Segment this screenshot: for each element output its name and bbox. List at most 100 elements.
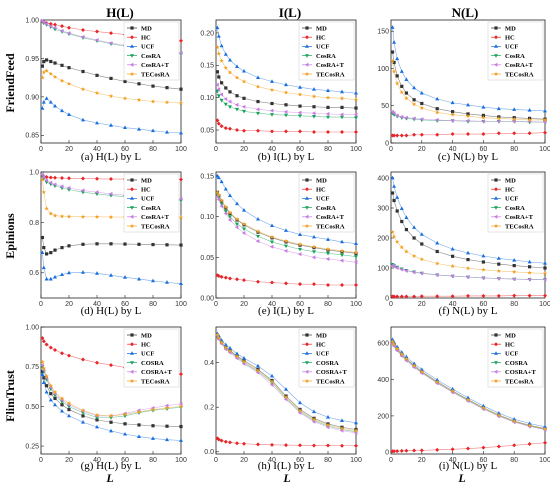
series-hc (215, 436, 358, 448)
data-point (270, 240, 274, 245)
data-point (269, 379, 275, 384)
data-point (165, 280, 169, 284)
legend-entry: UCF (316, 351, 329, 358)
data-point (151, 424, 155, 428)
data-point (353, 250, 359, 255)
data-point (481, 293, 486, 298)
data-point (497, 262, 501, 266)
data-point (419, 257, 424, 262)
legend: MD HC UCF CosRA CosRA+T TECosRA (123, 173, 180, 233)
legend-marker (305, 333, 309, 337)
data-point (41, 100, 46, 104)
legend-entry: HC (141, 35, 151, 42)
data-point (80, 214, 86, 219)
legend-marker (494, 351, 498, 355)
data-point (543, 440, 547, 445)
y-tick-label: 0.6 (29, 270, 39, 277)
data-point (284, 244, 288, 249)
data-point (542, 277, 547, 282)
legend-entry: HC (505, 342, 515, 349)
series-line (217, 84, 356, 115)
series-ucf (40, 96, 183, 135)
data-point (215, 89, 220, 94)
data-point (391, 264, 396, 269)
legend-marker (494, 342, 498, 347)
legend-box (298, 21, 355, 81)
legend-entry: MD (141, 177, 152, 184)
legend-entry: CosRA+T (316, 214, 345, 221)
data-point (435, 117, 439, 122)
data-point (178, 404, 184, 409)
data-point (137, 276, 141, 281)
data-point (234, 225, 239, 230)
data-point (164, 99, 170, 105)
series-md (40, 58, 183, 91)
data-point (390, 339, 395, 344)
legend-entry: HC (505, 35, 515, 42)
data-point (395, 209, 399, 213)
legend-entry: UCF (141, 44, 154, 51)
data-point (435, 107, 439, 111)
data-point (411, 363, 417, 368)
panel-caption: (h) I(L) by L (258, 460, 315, 472)
legend: MD HC UCF CosRA CosRA+T TECosRA (487, 173, 544, 233)
legend-marker (304, 62, 309, 67)
data-point (94, 214, 100, 219)
data-point (42, 246, 46, 250)
legend-marker (493, 369, 498, 374)
data-point (95, 271, 99, 275)
data-point (216, 87, 221, 92)
data-point (512, 264, 516, 268)
column-title-1: H(L) (106, 5, 133, 20)
legend-entry: CosRA (141, 205, 161, 212)
data-point (400, 219, 404, 224)
x-tick-label: 40 (93, 301, 101, 308)
legend-marker (130, 26, 134, 30)
data-point (215, 70, 219, 74)
legend-marker (305, 196, 309, 200)
data-point (435, 132, 440, 137)
x-tick-label: 60 (296, 301, 304, 308)
data-point (419, 448, 424, 453)
data-point (42, 376, 46, 380)
data-point (325, 422, 331, 427)
data-point (94, 37, 99, 42)
data-point (283, 109, 288, 114)
data-point (108, 413, 114, 418)
data-point (235, 201, 239, 206)
data-point (60, 176, 64, 181)
data-point (60, 408, 64, 413)
data-point (80, 86, 86, 92)
data-point (392, 294, 397, 299)
data-point (80, 188, 85, 193)
data-point (109, 31, 113, 36)
data-point (390, 25, 395, 29)
data-point (151, 278, 155, 283)
data-point (450, 447, 455, 452)
data-point (527, 423, 532, 428)
axes-frame (390, 171, 546, 299)
x-tick-label: 20 (240, 146, 248, 153)
data-point (465, 275, 470, 279)
legend-entry: MD (141, 332, 152, 339)
y-tick-label: 150 (377, 29, 389, 36)
series-ucf (390, 25, 547, 113)
data-point (527, 259, 532, 264)
data-point (49, 392, 53, 396)
series-ucf (40, 250, 183, 286)
legend-entry: COSRA (505, 360, 528, 367)
legend-marker (130, 44, 134, 48)
data-point (81, 176, 85, 181)
legend-entry: UCF (141, 351, 154, 358)
data-point (451, 110, 455, 114)
data-point (543, 293, 547, 298)
data-point (326, 115, 330, 120)
y-tick-label: 0 (385, 295, 389, 302)
series-hc (390, 293, 547, 299)
data-point (391, 234, 397, 239)
legend-marker (305, 35, 309, 40)
legend-marker (130, 342, 134, 347)
data-point (297, 92, 303, 97)
data-point (234, 216, 240, 222)
legend-entry: UCF (316, 196, 329, 203)
